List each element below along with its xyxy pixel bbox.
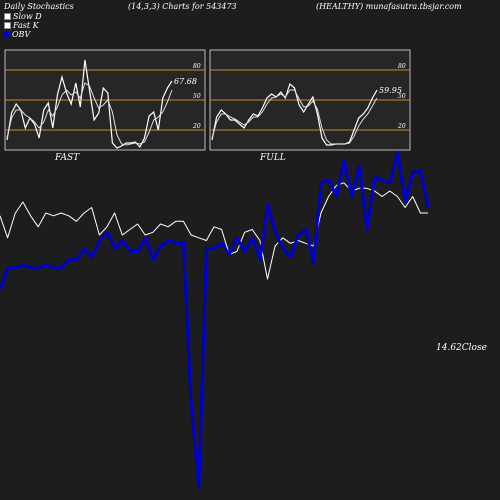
legend-slow-d: Slow D [4,12,42,21]
fast-level-label-80: 80 [193,63,201,70]
legend-label-obv: OBV [12,30,31,39]
full-slow-d-line [211,89,378,145]
legend: Slow D Fast K OBV [4,12,42,39]
legend-swatch-obv [4,31,10,38]
fast-level-label-50: 50 [193,93,201,100]
legend-obv: OBV [4,30,42,39]
legend-label-slow-d: Slow D [13,12,42,21]
full-level-label-20: 20 [397,123,406,130]
close-value-label: 14.62Close [436,343,487,353]
header-left: Daily Stochastics [4,2,74,11]
obv-line [0,151,430,490]
full-last-value-label: 59.95 [379,86,402,95]
legend-fast-k: Fast K [4,21,42,30]
full-fast-k-line [211,82,378,146]
legend-swatch-slow-d [4,13,11,20]
legend-swatch-fast-k [4,22,11,29]
header-right: (HEALTHY) munafasutra.tbsjar.com [316,2,462,11]
legend-label-fast-k: Fast K [13,21,39,30]
full-level-label-50: 50 [398,93,406,100]
full-level-label-80: 80 [398,63,406,70]
fast-slow-d-line [6,82,173,146]
fast-level-label-20: 20 [192,123,201,130]
fast-fast-k-line [6,59,173,149]
full-panel-label: FULL [260,153,286,163]
fast-last-value-label: 67.68 [174,77,197,86]
fast-panel-label: FAST [55,153,80,163]
header-center: (14,3,3) Charts for 543473 [128,2,237,11]
close-line [0,182,428,280]
